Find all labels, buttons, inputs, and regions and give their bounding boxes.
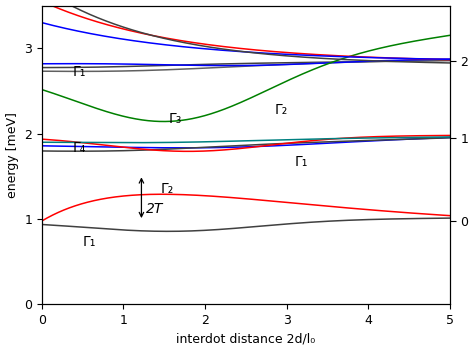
Text: 2T: 2T — [146, 201, 164, 216]
Text: Γ₁: Γ₁ — [295, 155, 308, 169]
Text: Γ₄: Γ₄ — [73, 141, 86, 155]
Text: Γ₂: Γ₂ — [160, 182, 173, 196]
Text: Γ₁: Γ₁ — [73, 65, 86, 79]
Text: Γ₂: Γ₂ — [274, 102, 288, 117]
Text: Γ₁: Γ₁ — [82, 235, 96, 249]
Text: Γ₃: Γ₃ — [168, 112, 182, 126]
Y-axis label: energy [meV]: energy [meV] — [6, 112, 18, 198]
X-axis label: interdot distance 2d/l₀: interdot distance 2d/l₀ — [176, 332, 316, 345]
